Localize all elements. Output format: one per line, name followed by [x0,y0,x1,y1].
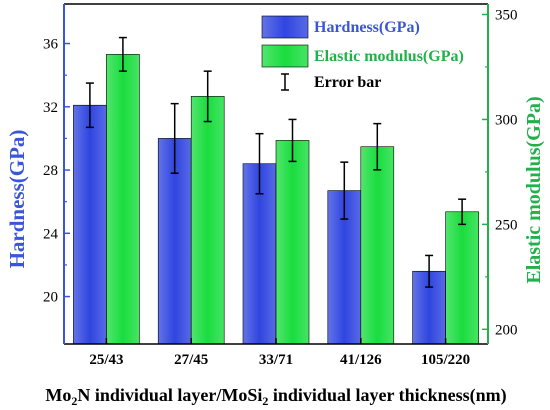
legend-label-left: Hardness(GPa) [314,19,420,36]
y-right-tick-label: 250 [495,217,518,233]
x-axis-label-part: N individual layer/MoSi [77,385,262,405]
x-axis-label: Mo2N individual layer/MoSi2 individual l… [45,385,506,408]
bar-right-2 [275,140,310,345]
bar-right-1 [190,96,225,345]
legend: Hardness(GPa) Elastic modulus(GPa) Error b… [261,15,464,91]
x-axis-label-part: individual layer thickness(nm) [268,385,506,406]
bar-right-4 [445,211,479,345]
x-axis-label-subscript: 2 [71,394,77,408]
y-left-tick-label: 24 [43,226,59,242]
error-bars-layer [85,36,467,288]
legend-label-error-bar: Error bar [314,74,381,91]
y-axis-left-label: Hardness(GPa) [5,130,29,269]
bar-left-0 [73,104,107,345]
x-axis-label-subscript: 2 [262,394,268,408]
y-left-tick-label: 32 [43,100,58,116]
y-left-tick-label: 28 [43,163,58,179]
x-tick-label: 41/126 [340,352,382,368]
y-left-tick-label: 36 [43,37,59,53]
x-tick-label: 105/220 [421,352,470,368]
y-right-tick-label: 300 [495,112,518,128]
bars-layer [73,54,479,345]
axes-layer: 20 24 28 32 36 200 250 300 350 25/43 27/45 33/71 41/… [43,3,518,368]
x-tick-label: 27/45 [174,352,208,368]
y-right-tick-label: 350 [495,7,518,23]
y-left-tick-label: 20 [43,290,58,306]
legend-label-right: Elastic modulus(GPa) [314,48,464,65]
bar-right-0 [106,54,140,345]
bar-right-3 [360,146,395,345]
legend-swatch-right [261,44,309,68]
legend-swatch-left [261,15,309,39]
x-tick-label: 33/71 [259,352,293,368]
x-tick-label: 25/43 [89,352,123,368]
x-axis-label-part: Mo [45,385,71,405]
y-right-tick-label: 200 [495,322,518,338]
y-axis-right-label: Elastic modulus(GPa) [523,96,545,283]
